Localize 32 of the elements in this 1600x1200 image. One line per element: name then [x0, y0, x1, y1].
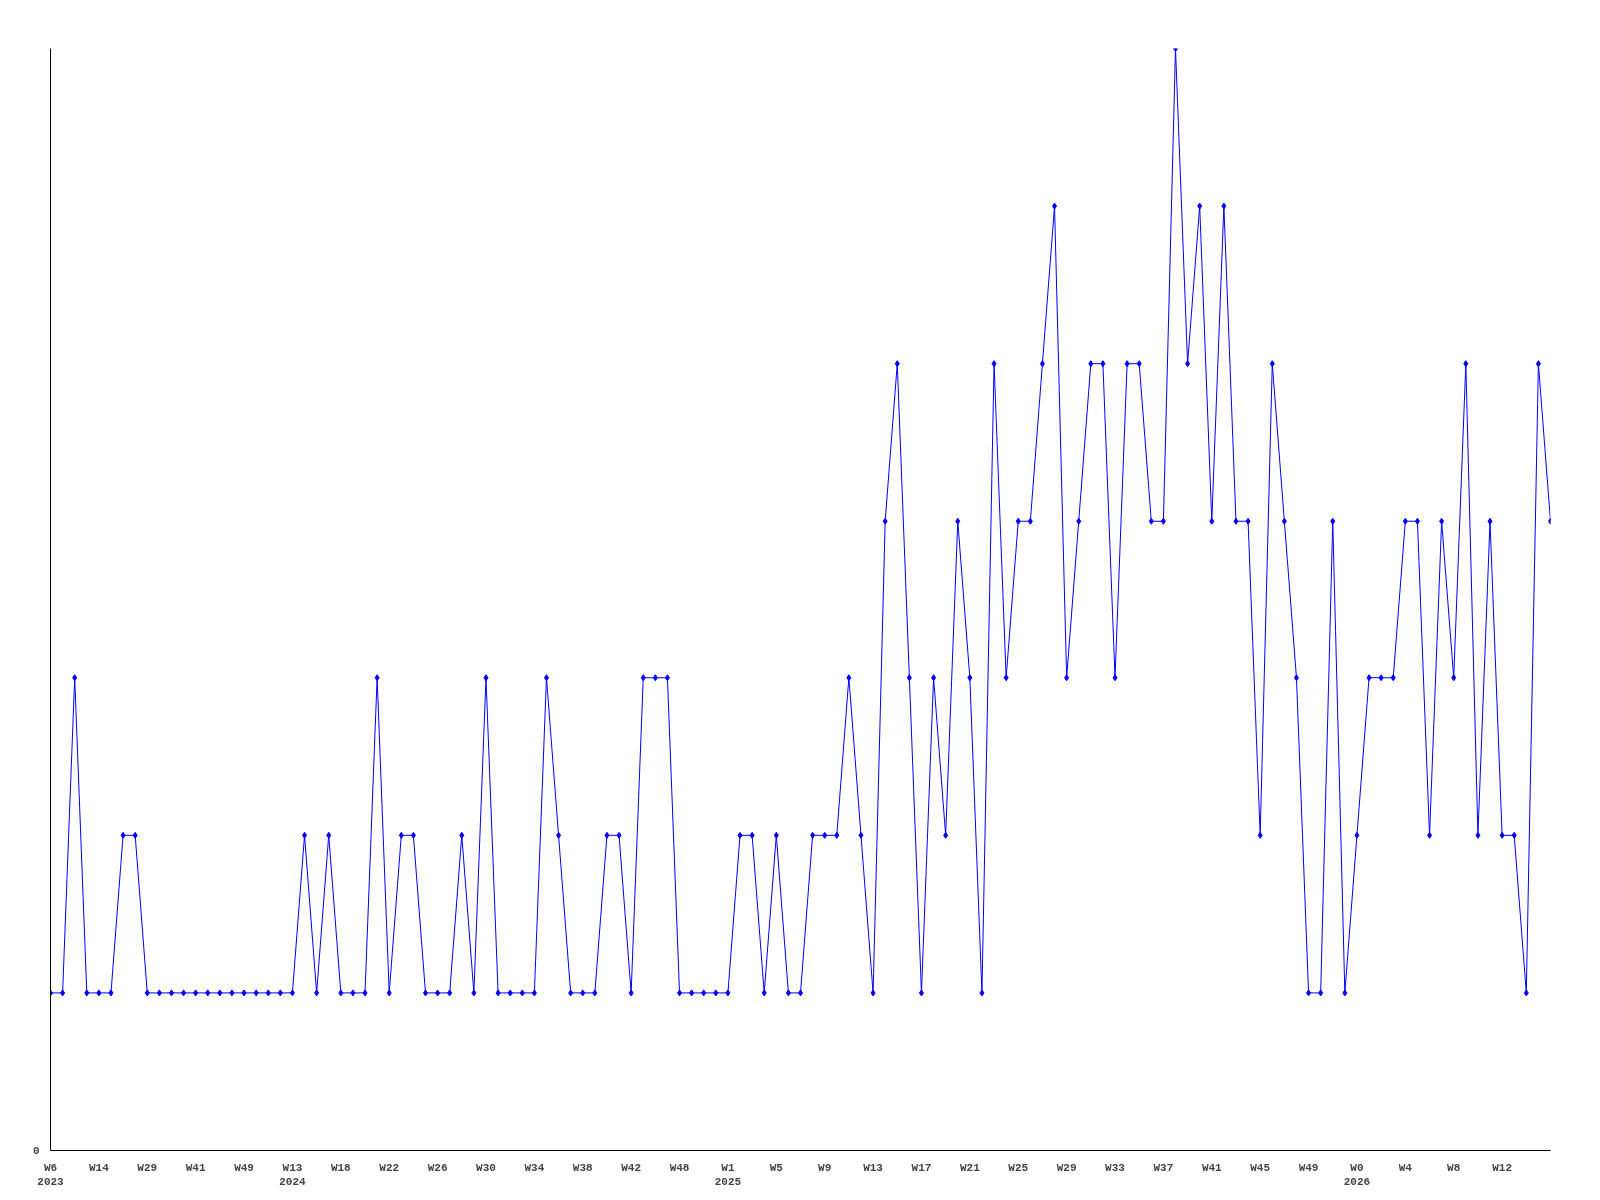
x-tick-label: W33 [1105, 1161, 1126, 1174]
x-tick-label: W29 [137, 1161, 158, 1174]
x-tick-label: W41 [185, 1161, 206, 1174]
x-tick-label: W9 [818, 1161, 832, 1174]
x-tick-label: W41 [1201, 1161, 1223, 1174]
x-tick-label: W1 2025 [714, 1161, 742, 1188]
x-tick-label: W12 [1492, 1161, 1513, 1174]
x-tick-label: W26 [427, 1161, 448, 1174]
x-tick-label: W49 [234, 1161, 254, 1174]
x-tick-label: W13 [863, 1161, 884, 1174]
x-tick-label: W45 [1250, 1161, 1271, 1174]
x-tick-label: W14 [88, 1161, 110, 1174]
x-tick-label: W17 [911, 1161, 932, 1174]
x-tick-label: W0 2026 [1343, 1161, 1371, 1188]
x-tick-label: W48 [669, 1161, 690, 1174]
x-tick-label: W37 [1153, 1161, 1174, 1174]
x-tick-label: W18 [330, 1161, 352, 1174]
x-tick-label: W6 2023 [37, 1161, 65, 1188]
x-tick-label: W5 [769, 1161, 784, 1174]
x-tick-label: W25 [1008, 1161, 1029, 1174]
text: 0 [32, 1145, 40, 1157]
x-tick-label: W8 [1447, 1161, 1461, 1174]
x-tick-label: W38 [572, 1161, 594, 1174]
x-tick-label: W30 [476, 1161, 496, 1174]
x-tick-label: W21 [959, 1161, 981, 1174]
x-tick-label: W4 [1398, 1161, 1413, 1174]
x-tick-label: W29 [1056, 1161, 1077, 1174]
x-tick-label: W22 [379, 1161, 400, 1174]
x-tick-label: W13 2024 [279, 1161, 307, 1188]
x-tick-label: W42 [621, 1161, 642, 1174]
x-tick-label: W49 [1298, 1161, 1319, 1174]
x-tick-label: W34 [524, 1161, 545, 1174]
